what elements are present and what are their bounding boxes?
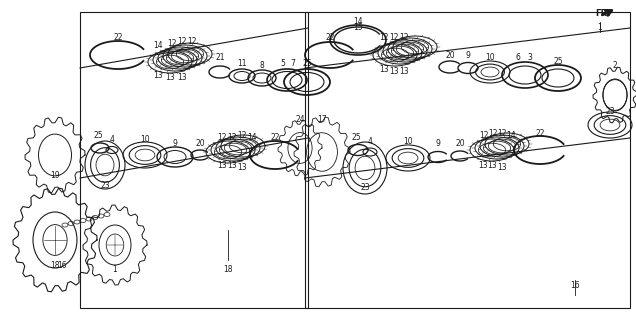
Text: 2: 2 <box>612 60 618 69</box>
Text: 12: 12 <box>497 130 507 139</box>
Bar <box>80 12 308 308</box>
Text: 7: 7 <box>291 59 296 68</box>
Bar <box>305 12 630 308</box>
Text: 10: 10 <box>485 52 495 61</box>
Text: 18: 18 <box>223 266 233 275</box>
Text: 12: 12 <box>218 133 227 142</box>
Text: 18: 18 <box>50 260 60 269</box>
Text: 13: 13 <box>389 67 399 76</box>
Text: 10: 10 <box>140 135 150 145</box>
Text: 8: 8 <box>259 60 265 69</box>
Text: 23: 23 <box>605 108 615 116</box>
Text: 12: 12 <box>167 38 177 47</box>
Text: 20: 20 <box>195 139 205 148</box>
Text: 12: 12 <box>177 37 187 46</box>
Text: 9: 9 <box>172 139 177 148</box>
Text: 13: 13 <box>487 162 497 171</box>
Text: 25: 25 <box>93 132 103 140</box>
Text: 13: 13 <box>399 68 409 76</box>
Text: 1: 1 <box>113 266 118 275</box>
Text: 14: 14 <box>153 41 163 50</box>
Text: 3: 3 <box>528 53 532 62</box>
Text: 25: 25 <box>302 60 312 68</box>
Text: 5: 5 <box>280 59 286 68</box>
Text: 14: 14 <box>506 131 516 140</box>
Text: 10: 10 <box>403 138 413 147</box>
Text: 9: 9 <box>436 140 441 148</box>
Text: 12: 12 <box>488 130 498 139</box>
Text: 20: 20 <box>455 140 465 148</box>
Text: 23: 23 <box>360 183 370 193</box>
Text: 1: 1 <box>598 23 602 33</box>
Text: 25: 25 <box>553 57 563 66</box>
Text: 23: 23 <box>100 180 110 189</box>
Text: 13: 13 <box>497 163 507 172</box>
Text: 12: 12 <box>237 132 247 140</box>
Text: 14: 14 <box>353 18 363 27</box>
Text: 9: 9 <box>466 52 471 60</box>
Text: 12: 12 <box>227 132 237 141</box>
Text: 4: 4 <box>109 135 114 145</box>
Text: 13: 13 <box>153 71 163 81</box>
Text: 13: 13 <box>165 73 175 82</box>
Text: 13: 13 <box>379 66 389 75</box>
Text: 12: 12 <box>379 34 389 43</box>
Text: 15: 15 <box>353 22 363 31</box>
Text: 11: 11 <box>237 59 247 68</box>
Text: 22: 22 <box>325 34 335 43</box>
Text: FR.: FR. <box>595 9 611 18</box>
Text: 12: 12 <box>389 33 399 42</box>
Text: 13: 13 <box>237 163 247 172</box>
Text: 20: 20 <box>445 51 455 60</box>
Text: 22: 22 <box>113 34 123 43</box>
Text: 16: 16 <box>570 281 580 290</box>
Text: 12: 12 <box>399 33 409 42</box>
Text: 16: 16 <box>57 260 67 269</box>
Text: 21: 21 <box>215 53 225 62</box>
Text: 12: 12 <box>480 131 488 140</box>
Text: 13: 13 <box>227 162 237 171</box>
Text: 17: 17 <box>317 116 327 124</box>
Text: 22: 22 <box>536 129 545 138</box>
Text: 4: 4 <box>368 137 373 146</box>
Text: 19: 19 <box>50 171 60 180</box>
Text: 24: 24 <box>295 116 305 124</box>
Text: 13: 13 <box>217 161 227 170</box>
Text: 6: 6 <box>516 53 520 62</box>
Text: 13: 13 <box>478 161 488 170</box>
Text: 25: 25 <box>351 132 361 141</box>
Text: 12: 12 <box>187 37 197 46</box>
Text: 13: 13 <box>177 73 187 82</box>
Text: 14: 14 <box>247 133 257 142</box>
Text: 22: 22 <box>270 133 280 142</box>
